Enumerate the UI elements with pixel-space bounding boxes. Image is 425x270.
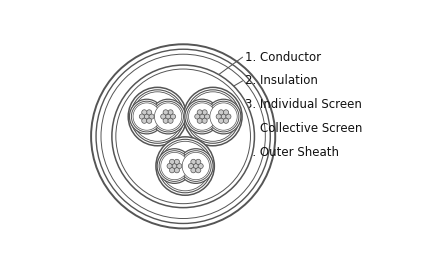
Circle shape xyxy=(196,168,201,173)
Circle shape xyxy=(157,149,192,183)
Circle shape xyxy=(196,159,201,164)
Circle shape xyxy=(218,118,224,123)
Circle shape xyxy=(195,114,200,119)
Circle shape xyxy=(204,114,210,119)
Circle shape xyxy=(170,114,176,119)
Circle shape xyxy=(96,49,270,224)
Circle shape xyxy=(168,110,173,115)
Circle shape xyxy=(221,114,226,119)
Circle shape xyxy=(131,101,162,132)
Circle shape xyxy=(133,92,182,141)
Circle shape xyxy=(198,163,203,169)
Circle shape xyxy=(160,141,210,191)
Circle shape xyxy=(156,137,214,195)
Circle shape xyxy=(178,149,213,183)
Circle shape xyxy=(182,152,210,180)
Circle shape xyxy=(147,110,152,115)
Circle shape xyxy=(151,99,185,134)
Circle shape xyxy=(128,87,187,146)
Circle shape xyxy=(142,110,147,115)
Circle shape xyxy=(188,92,238,141)
Circle shape xyxy=(202,110,207,115)
Circle shape xyxy=(144,114,149,119)
Circle shape xyxy=(133,103,160,130)
Circle shape xyxy=(174,159,179,164)
Circle shape xyxy=(163,110,168,115)
Circle shape xyxy=(159,139,212,193)
Circle shape xyxy=(200,114,205,119)
Text: 5. Outer Sheath: 5. Outer Sheath xyxy=(244,146,339,159)
Circle shape xyxy=(206,99,241,134)
Circle shape xyxy=(224,110,229,115)
Circle shape xyxy=(147,118,152,123)
Circle shape xyxy=(185,99,219,134)
Text: 2. Insulation: 2. Insulation xyxy=(244,75,317,87)
Circle shape xyxy=(210,103,237,130)
Circle shape xyxy=(172,163,177,169)
Circle shape xyxy=(202,118,207,123)
Circle shape xyxy=(161,114,166,119)
Circle shape xyxy=(170,168,175,173)
Circle shape xyxy=(197,118,202,123)
Circle shape xyxy=(218,110,224,115)
Circle shape xyxy=(154,103,182,130)
Circle shape xyxy=(142,118,147,123)
Circle shape xyxy=(177,163,182,169)
Circle shape xyxy=(188,163,193,169)
Circle shape xyxy=(193,163,198,169)
Circle shape xyxy=(116,69,250,204)
Circle shape xyxy=(166,114,171,119)
Circle shape xyxy=(170,159,175,164)
Circle shape xyxy=(161,152,188,180)
Circle shape xyxy=(149,114,154,119)
Text: 4. Collective Screen: 4. Collective Screen xyxy=(244,122,362,135)
Circle shape xyxy=(129,99,164,134)
Circle shape xyxy=(112,65,255,208)
Circle shape xyxy=(139,114,144,119)
Circle shape xyxy=(168,118,173,123)
Circle shape xyxy=(208,101,239,132)
Circle shape xyxy=(216,114,221,119)
Circle shape xyxy=(226,114,231,119)
Circle shape xyxy=(186,90,240,143)
Circle shape xyxy=(101,54,265,218)
Circle shape xyxy=(131,90,184,143)
Circle shape xyxy=(153,101,184,132)
Circle shape xyxy=(167,163,172,169)
Circle shape xyxy=(91,44,275,228)
Circle shape xyxy=(187,101,218,132)
Circle shape xyxy=(184,87,242,146)
Circle shape xyxy=(189,103,216,130)
Circle shape xyxy=(181,151,211,181)
Circle shape xyxy=(191,168,196,173)
Text: 3. Individual Screen: 3. Individual Screen xyxy=(244,98,361,111)
Circle shape xyxy=(159,151,190,181)
Circle shape xyxy=(163,118,168,123)
Text: 1. Conductor: 1. Conductor xyxy=(244,51,321,64)
Circle shape xyxy=(174,168,179,173)
Circle shape xyxy=(197,110,202,115)
Circle shape xyxy=(191,159,196,164)
Circle shape xyxy=(224,118,229,123)
